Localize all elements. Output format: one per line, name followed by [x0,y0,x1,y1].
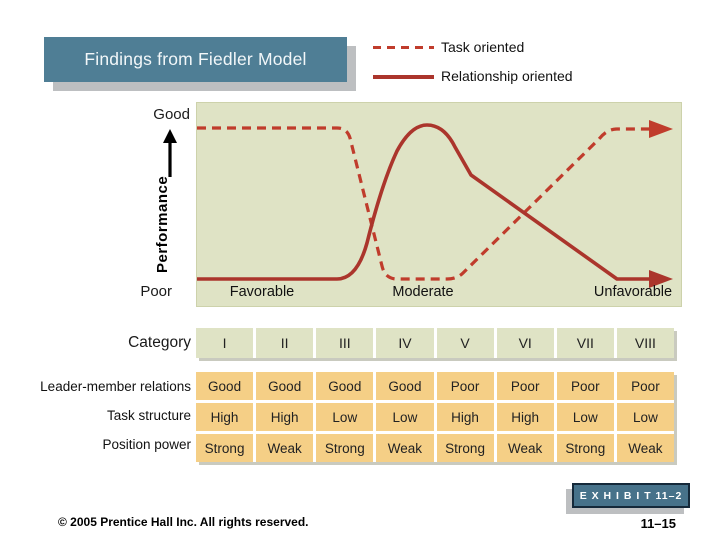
table-cell: Good [376,372,434,400]
table-cell: Low [316,403,374,431]
category-cell: VIII [616,328,674,358]
table-cell: Poor [496,372,554,400]
relationship-arrowhead-icon [649,270,673,288]
table-cell: High [436,403,494,431]
y-axis-poor-label: Poor [140,283,172,300]
category-row: I II III IV V VI VII VIII [196,328,674,358]
category-cell: VII [556,328,614,358]
exhibit-badge-text: E X H I B I T 11–2 [579,489,683,502]
page-number: 11–15 [640,516,676,531]
table-cell: Low [556,403,614,431]
category-label: Category [128,334,191,351]
table-cell: Low [616,403,674,431]
category-cell: II [256,328,314,358]
x-zone-label-unfavorable: Unfavorable [593,284,673,300]
table-cell: Strong [316,434,374,462]
table-cell: Poor [616,372,674,400]
category-cell: VI [496,328,554,358]
table-cell: Strong [436,434,494,462]
table-cell: High [256,403,314,431]
relationship-oriented-curve [197,123,651,281]
up-arrow-icon [163,129,177,177]
y-axis-good-label: Good [153,106,190,123]
legend-item-relationship-label: Relationship oriented [441,68,573,84]
x-zone-label-moderate: Moderate [392,284,454,300]
category-cell: V [436,328,494,358]
table-cell: Poor [556,372,614,400]
performance-chart: Favorable Moderate Unfavorable [196,102,682,307]
dashed-line-swatch-icon [373,46,434,49]
table-cell: Strong [196,434,254,462]
table-cell: High [196,403,254,431]
legend-item-task-label: Task oriented [441,39,525,55]
table-cell: Weak [496,434,554,462]
table-cell: Weak [616,434,674,462]
table-cell: Good [256,372,314,400]
page-title: Findings from Fiedler Model [44,37,347,82]
category-cell: III [316,328,374,358]
table-cell: Weak [256,434,314,462]
task-arrowhead-icon [649,120,673,138]
table-cell: Good [316,372,374,400]
chart-curves [197,120,673,288]
table-cell: Strong [556,434,614,462]
table-cell: High [496,403,554,431]
exhibit-badge: E X H I B I T 11–2 [572,483,690,508]
copyright-notice: © 2005 Prentice Hall Inc. All rights res… [58,515,309,529]
page-title-text: Findings from Fiedler Model [84,49,307,69]
table-row-label-position-power: Position power [102,437,191,452]
situation-table: Good Good Good Good Poor Poor Poor Poor … [196,372,674,462]
table-row-label-task-structure: Task structure [106,408,191,423]
y-axis-title: Performance [154,175,171,273]
table-cell: Good [196,372,254,400]
x-zone-label-favorable: Favorable [229,284,295,300]
table-cell: Low [376,403,434,431]
category-cell: I [196,328,254,358]
solid-line-swatch-icon [373,75,434,79]
table-cell: Poor [436,372,494,400]
table-cell: Weak [376,434,434,462]
task-oriented-curve [197,126,651,281]
category-cell: IV [376,328,434,358]
table-row-label-leader-member: Leader-member relations [40,379,191,394]
